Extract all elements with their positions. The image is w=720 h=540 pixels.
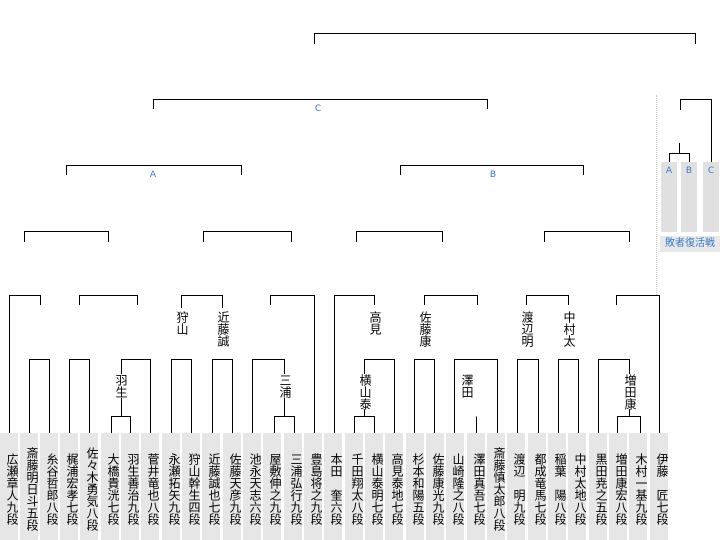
player-cell: 伊藤 匠七段 <box>650 433 669 540</box>
player-cell: 木村一基九段 <box>629 433 648 540</box>
player-cell: 稲葉 陽八段 <box>548 433 567 540</box>
winner-label: 澤田 <box>459 374 474 398</box>
player-cell: 屋敷伸之九段 <box>263 433 282 540</box>
player-cell: 三浦弘行九段 <box>284 433 303 540</box>
player-cell: 増田康宏八段 <box>609 433 628 540</box>
revival-separator <box>656 95 657 295</box>
player-cell: 横山泰明七段 <box>365 433 384 540</box>
revival-label-c: C <box>707 166 715 176</box>
player-cell: 佐々木勇気八段 <box>80 433 99 540</box>
player-cell: 狩山幹生四段 <box>182 433 201 540</box>
winner-label: 増田康 <box>622 374 637 410</box>
player-cell: 大橋貴洸七段 <box>101 433 120 540</box>
player-cell: 広瀬章人九段 <box>0 433 19 540</box>
bracket-lines <box>9 33 712 433</box>
winner-label: 中村太 <box>561 311 576 347</box>
revival-label-b: B <box>685 166 693 176</box>
winner-label: 近藤誠 <box>215 311 230 347</box>
player-cell: 杉本和陽五段 <box>406 433 425 540</box>
player-cell: 澤田真吾七段 <box>467 433 486 540</box>
player-cell: 梶浦宏孝七段 <box>60 433 79 540</box>
revival-slot-c <box>703 162 719 232</box>
winner-label: 羽生 <box>113 374 128 398</box>
player-cell: 羽生善治九段 <box>121 433 140 540</box>
block-label-a: A <box>149 170 157 180</box>
revival-slot-a <box>661 162 677 232</box>
player-cell: 佐藤天彦九段 <box>223 433 242 540</box>
player-cell: 糸谷哲郎八段 <box>40 433 59 540</box>
player-cell: 黒田尭之五段 <box>589 433 608 540</box>
player-cell: 池永天志六段 <box>243 433 262 540</box>
winner-label: 三浦 <box>277 374 292 398</box>
revival-label-a: A <box>665 166 673 176</box>
block-label-b: B <box>489 170 497 180</box>
revival-caption: 敗者復活戦 <box>660 236 720 252</box>
winner-label: 高見 <box>367 311 382 335</box>
player-cell: 本田 奎六段 <box>324 433 343 540</box>
player-cell: 斎藤明日斗五段 <box>20 433 39 540</box>
player-cell: 千田翔太八段 <box>345 433 364 540</box>
winner-label: 狩山 <box>174 311 189 335</box>
winner-label: 佐藤康 <box>417 311 432 347</box>
revival-slot-b <box>681 162 697 232</box>
winner-label: 渡辺明 <box>519 311 534 347</box>
player-cell: 高見泰地七段 <box>385 433 404 540</box>
block-label-c: C <box>314 104 322 114</box>
player-cell: 中村太地八段 <box>568 433 587 540</box>
player-cell: 都成竜馬七段 <box>528 433 547 540</box>
player-cell: 斎藤慎太郎八段 <box>487 433 506 540</box>
player-cell: 永瀬拓矢九段 <box>162 433 181 540</box>
player-cell: 近藤誠也七段 <box>202 433 221 540</box>
player-cell: 山崎隆之八段 <box>446 433 465 540</box>
player-cell: 佐藤康光九段 <box>426 433 445 540</box>
player-cell: 渡辺 明九段 <box>507 433 526 540</box>
player-cell: 豊島将之九段 <box>304 433 323 540</box>
player-cell: 菅井竜也八段 <box>141 433 160 540</box>
winner-label: 横山泰 <box>357 374 372 410</box>
